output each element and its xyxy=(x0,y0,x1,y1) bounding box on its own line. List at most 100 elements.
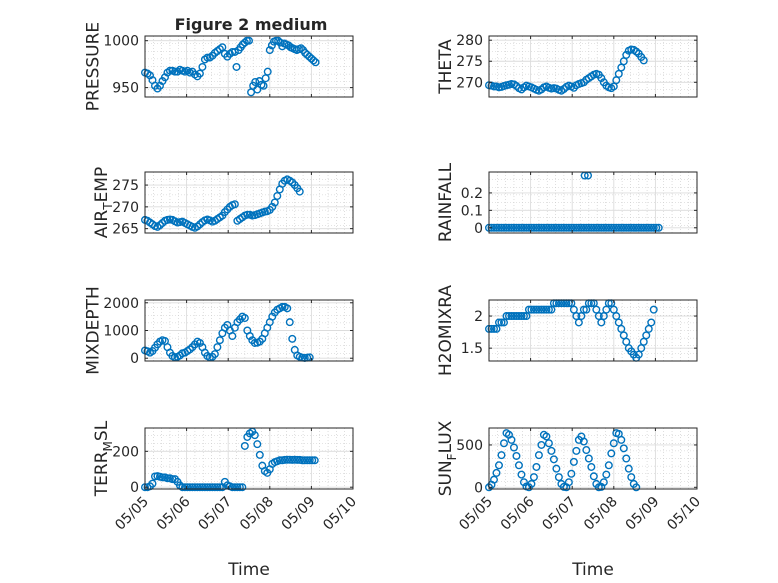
data-point xyxy=(629,223,638,232)
data-point xyxy=(193,483,202,492)
y-axis-label-part: PRESSURE xyxy=(84,22,104,111)
y-axis-label: SUNFLUX xyxy=(436,420,459,496)
axes-box xyxy=(144,35,354,98)
data-point xyxy=(649,223,658,232)
data-point xyxy=(607,223,616,232)
ticks xyxy=(144,172,354,233)
data-point xyxy=(298,456,307,465)
data-point xyxy=(524,305,533,314)
data-point xyxy=(542,223,551,232)
data-point xyxy=(542,305,551,314)
data-point xyxy=(502,223,511,232)
data-point xyxy=(235,483,244,492)
data-point xyxy=(270,198,279,207)
data-point xyxy=(283,455,292,464)
data-point xyxy=(512,312,521,321)
data-point xyxy=(487,324,496,333)
data-point xyxy=(607,449,616,458)
data-point xyxy=(504,223,513,232)
axes-box xyxy=(488,427,698,490)
subplot-6: 1.5 2 H2OMIXRA xyxy=(436,285,698,376)
data-point xyxy=(190,483,199,492)
data-point xyxy=(554,223,563,232)
data-point xyxy=(274,36,283,45)
data-point xyxy=(232,62,241,71)
data-point xyxy=(527,223,536,232)
data-point xyxy=(230,47,239,56)
data-point xyxy=(624,464,633,473)
data-point xyxy=(549,455,558,464)
data-point xyxy=(283,304,292,313)
data-point xyxy=(253,85,262,94)
minor-grid xyxy=(489,428,697,489)
data-point xyxy=(529,473,538,482)
data-point xyxy=(519,312,528,321)
ticks xyxy=(488,36,698,97)
minor-grid xyxy=(489,36,697,97)
y-axis-label-part: THETA xyxy=(436,39,456,95)
data-point xyxy=(569,457,578,466)
data-point xyxy=(649,305,658,314)
data-point xyxy=(494,461,503,470)
data-point xyxy=(265,46,274,55)
data-point xyxy=(559,223,568,232)
data-point xyxy=(497,223,506,232)
data-point xyxy=(599,478,608,487)
data-series xyxy=(140,302,314,362)
data-point xyxy=(524,223,533,232)
data-point xyxy=(148,479,157,488)
data-point xyxy=(210,350,219,359)
data-point xyxy=(514,223,523,232)
data-point xyxy=(652,223,661,232)
data-point xyxy=(233,483,242,492)
data-point xyxy=(574,223,583,232)
ticks xyxy=(488,300,698,361)
data-point xyxy=(532,305,541,314)
data-series xyxy=(485,45,648,95)
data-point xyxy=(539,305,548,314)
data-point xyxy=(594,223,603,232)
data-point xyxy=(213,483,222,492)
y-axis-label-part: AIR xyxy=(92,210,112,239)
data-series xyxy=(485,429,641,492)
y-tick-label: 0 xyxy=(130,480,139,496)
data-point xyxy=(514,312,523,321)
data-point xyxy=(534,451,543,460)
data-point xyxy=(489,324,498,333)
data-point xyxy=(215,483,224,492)
y-axis-label: MIXDEPTH xyxy=(84,286,104,375)
data-point xyxy=(569,223,578,232)
y-tick-label: 1.5 xyxy=(461,341,483,357)
y-axis-label: PRESSURE xyxy=(84,22,104,111)
data-point xyxy=(200,483,209,492)
y-axis-label-part: H2OMIXRA xyxy=(436,285,456,376)
data-point xyxy=(604,461,613,470)
data-point xyxy=(619,223,628,232)
data-point xyxy=(273,191,282,200)
y-tick-label: 270 xyxy=(456,75,483,91)
data-point xyxy=(310,456,319,465)
data-point xyxy=(634,223,643,232)
y-axis-label-part: SUN xyxy=(436,460,456,496)
data-point xyxy=(547,446,556,455)
y-axis-label: TERRMSL xyxy=(92,420,115,497)
data-point xyxy=(288,334,297,343)
data-point xyxy=(632,483,641,492)
data-point xyxy=(647,223,656,232)
data-point xyxy=(529,223,538,232)
data-point xyxy=(509,443,518,452)
data-point xyxy=(552,223,561,232)
y-tick-label: 1000 xyxy=(103,324,139,340)
data-point xyxy=(228,332,237,341)
data-point xyxy=(198,62,207,71)
y-axis-label-part: MIXDEPTH xyxy=(84,286,104,375)
y-tick-label: 2 xyxy=(474,309,483,325)
y-axis-label: AIRTEMP xyxy=(92,167,115,238)
data-point xyxy=(589,472,598,481)
data-point xyxy=(522,223,531,232)
minor-grid xyxy=(489,172,697,233)
data-point xyxy=(597,74,606,83)
data-point xyxy=(527,479,536,488)
data-point xyxy=(582,446,591,455)
